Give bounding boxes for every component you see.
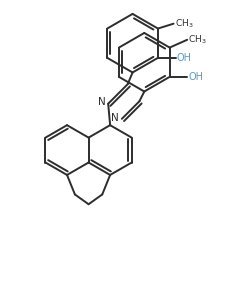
Text: OH: OH [188, 72, 203, 82]
Text: N: N [98, 97, 106, 107]
Text: N: N [111, 113, 119, 123]
Text: CH$_3$: CH$_3$ [188, 34, 207, 46]
Text: CH$_3$: CH$_3$ [175, 17, 193, 30]
Text: OH: OH [176, 53, 191, 63]
